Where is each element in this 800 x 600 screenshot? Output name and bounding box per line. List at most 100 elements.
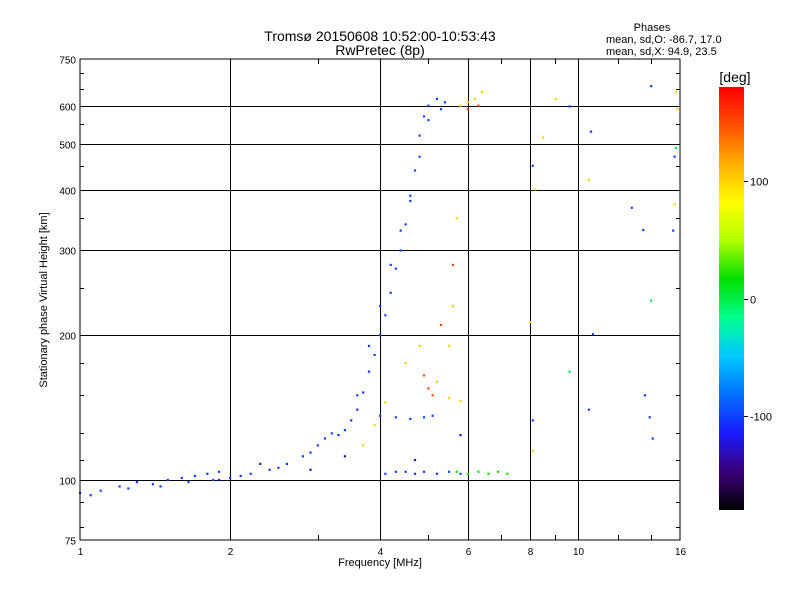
data-point xyxy=(673,203,676,206)
data-point xyxy=(650,85,653,88)
y-tick-label: 100 xyxy=(59,477,76,488)
data-point xyxy=(379,414,382,417)
y-tick-label: 750 xyxy=(59,56,76,67)
data-point xyxy=(206,472,209,475)
data-point xyxy=(413,169,417,172)
data-point xyxy=(135,481,138,484)
data-point xyxy=(323,437,326,440)
colorbar-tick-label: -100 xyxy=(750,412,772,424)
data-point xyxy=(674,91,678,94)
data-point xyxy=(343,429,346,432)
data-point xyxy=(404,223,407,226)
data-point xyxy=(431,394,434,397)
data-point xyxy=(648,416,651,419)
data-point xyxy=(404,470,407,473)
data-point xyxy=(451,263,454,266)
data-point xyxy=(409,417,412,420)
data-point xyxy=(330,432,333,435)
data-point xyxy=(459,434,462,437)
data-point xyxy=(506,472,509,475)
data-point xyxy=(239,474,242,477)
data-point xyxy=(439,108,443,111)
data-point xyxy=(151,483,154,486)
data-point xyxy=(587,179,590,182)
y-tick-label: 600 xyxy=(59,103,76,114)
x-tick-label: 1 xyxy=(78,547,84,558)
axis-ticks: 1 2 4 6 8 10 16 75 100 200 300 400 500 600 750 xyxy=(59,56,686,559)
data-point xyxy=(642,228,645,232)
data-point xyxy=(367,370,371,373)
data-point xyxy=(676,108,679,111)
colorbar-ticks: 100 0 -100 xyxy=(744,177,772,424)
data-point xyxy=(435,472,438,475)
data-point xyxy=(531,419,534,422)
y-tick-label: 200 xyxy=(59,332,76,343)
x-tick-label: 8 xyxy=(528,547,534,558)
data-point xyxy=(394,470,397,473)
data-point xyxy=(531,449,534,452)
data-point xyxy=(187,481,190,484)
data-point xyxy=(480,91,483,94)
chart-subtitle: RwPretec (8p) xyxy=(335,42,424,58)
data-point xyxy=(316,444,319,447)
data-point xyxy=(309,468,312,471)
y-tick-label: 300 xyxy=(59,247,76,258)
data-point xyxy=(373,353,376,356)
data-point xyxy=(367,344,371,347)
data-point xyxy=(630,206,633,209)
data-point xyxy=(259,462,262,465)
data-point xyxy=(277,466,280,469)
data-point xyxy=(459,104,462,107)
data-point xyxy=(350,419,353,422)
data-point xyxy=(422,416,426,419)
data-point xyxy=(459,399,462,403)
data-point xyxy=(427,387,430,390)
x-tick-label: 2 xyxy=(228,547,234,558)
data-point xyxy=(268,468,271,471)
data-point xyxy=(568,105,571,108)
data-point xyxy=(422,115,426,118)
data-point xyxy=(650,299,653,302)
data-point xyxy=(672,229,675,232)
data-point xyxy=(394,416,397,419)
y-tick-label: 75 xyxy=(65,537,77,548)
data-point xyxy=(487,472,490,475)
data-point xyxy=(542,136,545,139)
x-tick-label: 4 xyxy=(378,547,384,558)
data-point xyxy=(229,476,232,479)
data-point xyxy=(651,437,654,440)
data-point xyxy=(477,104,480,107)
data-point xyxy=(497,470,500,473)
data-point xyxy=(443,101,447,104)
data-point xyxy=(249,472,252,475)
data-point xyxy=(180,476,183,479)
data-point xyxy=(477,470,480,473)
data-point xyxy=(389,291,392,294)
data-point xyxy=(118,485,121,488)
data-point xyxy=(217,478,221,482)
data-point xyxy=(404,362,407,365)
data-point xyxy=(435,380,438,383)
data-point xyxy=(427,104,430,107)
data-point xyxy=(362,444,365,447)
data-point xyxy=(534,188,537,191)
colorbar-tick-label: 0 xyxy=(750,295,756,307)
data-point xyxy=(89,494,92,497)
data-point xyxy=(587,408,590,411)
data-point xyxy=(435,97,438,100)
data-point xyxy=(673,155,676,158)
stats-heading: Phases xyxy=(634,22,671,34)
data-point xyxy=(409,200,412,203)
data-point xyxy=(422,470,426,473)
data-point xyxy=(212,478,215,482)
data-point xyxy=(399,229,402,232)
data-point xyxy=(217,470,221,473)
data-point xyxy=(159,485,162,488)
data-point xyxy=(466,101,469,104)
y-axis-label: Stationary phase Virtual Height [km] xyxy=(38,212,50,387)
data-point xyxy=(531,164,534,167)
data-point xyxy=(285,462,288,465)
data-point xyxy=(554,97,557,100)
data-point xyxy=(343,455,346,458)
